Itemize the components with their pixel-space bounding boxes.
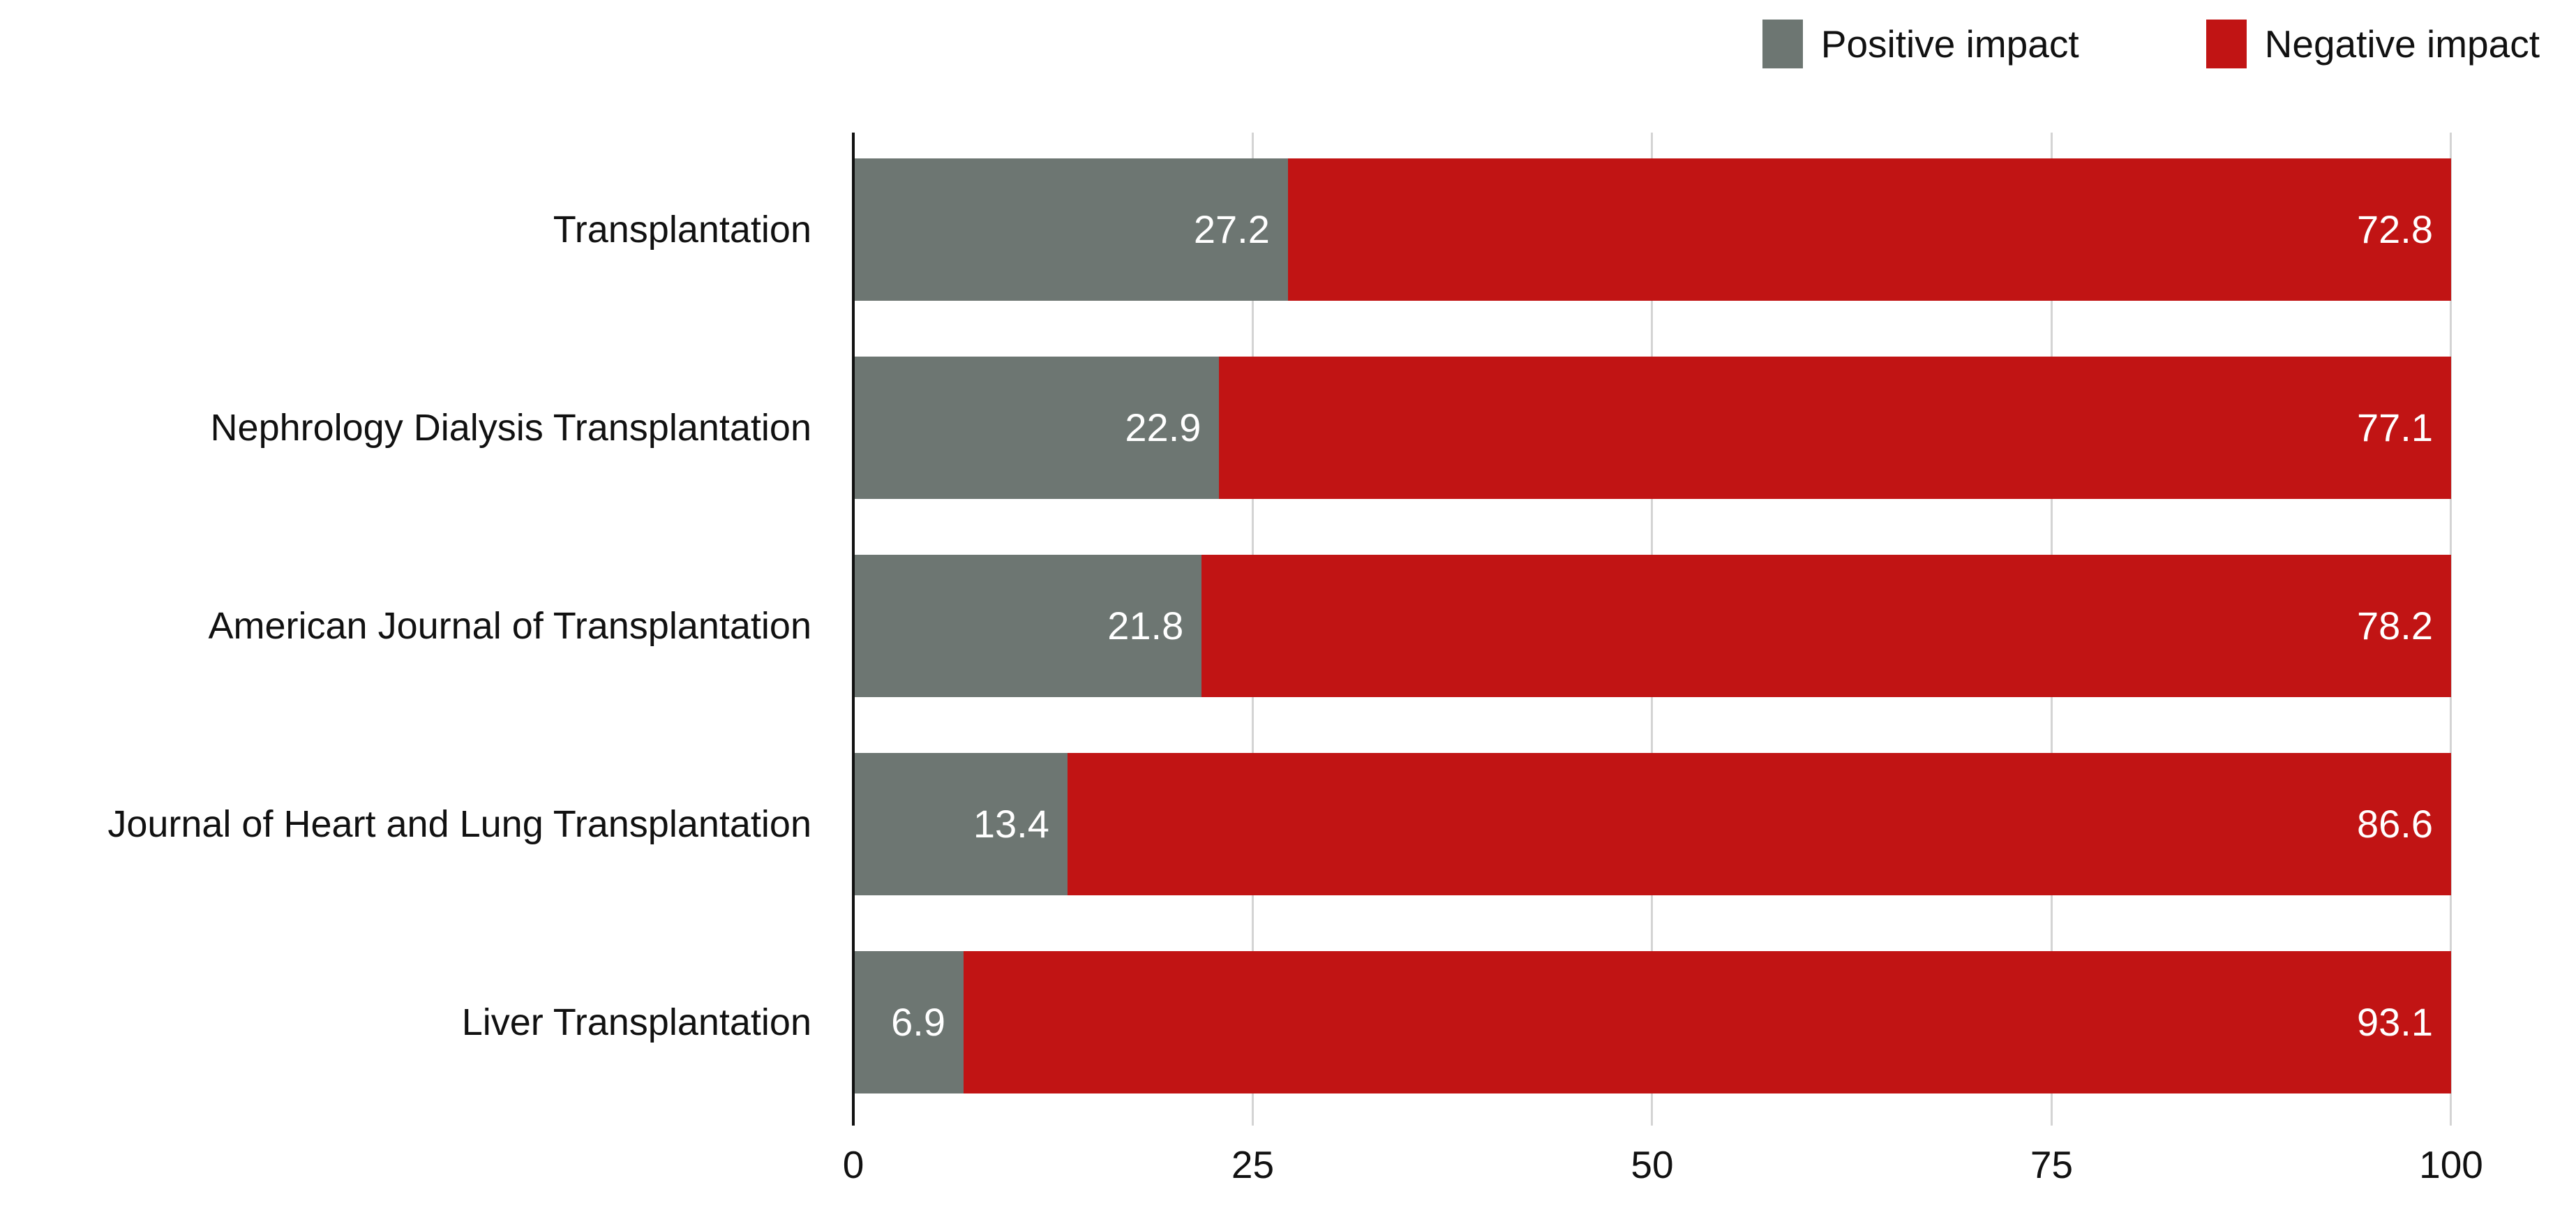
legend-swatch-icon [2206, 20, 2247, 68]
bar-value-label: 6.9 [891, 1000, 945, 1044]
negative-impact-segment: 93.1 [964, 951, 2451, 1093]
legend-item: Positive impact [1762, 20, 2079, 68]
negative-impact-segment: 86.6 [1067, 753, 2451, 895]
bar-value-label: 93.1 [2356, 1000, 2433, 1044]
negative-impact-segment: 72.8 [1287, 158, 2451, 301]
y-axis-line [852, 133, 855, 1126]
legend-label: Negative impact [2264, 22, 2540, 66]
bar-row: American Journal of Transplantation 21.8 7… [0, 555, 2576, 697]
legend-swatch-icon [1762, 20, 1803, 68]
positive-impact-segment: 27.2 [853, 158, 1288, 301]
bar-value-label: 22.9 [1125, 405, 1201, 449]
bar-row: Journal of Heart and Lung Transplantatio… [0, 753, 2576, 895]
x-tick-label: 100 [2419, 1143, 2483, 1186]
bar-track: 22.9 77.1 [853, 357, 2451, 499]
negative-impact-segment: 78.2 [1201, 555, 2451, 697]
bar-track: 27.2 72.8 [853, 158, 2451, 301]
category-label: Liver Transplantation [461, 1001, 811, 1043]
bar-value-label: 77.1 [2356, 405, 2433, 449]
x-tick-label: 25 [1231, 1143, 1275, 1186]
bar-row: Liver Transplantation 6.9 93.1 [0, 951, 2576, 1093]
x-tick-label: 0 [842, 1143, 864, 1186]
positive-impact-segment: 21.8 [853, 555, 1202, 697]
positive-impact-segment: 22.9 [853, 357, 1220, 499]
bar-row: Nephrology Dialysis Transplantation 22.9 7… [0, 357, 2576, 499]
bar-value-label: 72.8 [2356, 207, 2433, 251]
x-tick-label: 75 [2030, 1143, 2074, 1186]
negative-impact-segment: 77.1 [1219, 357, 2451, 499]
bar-track: 6.9 93.1 [853, 951, 2451, 1093]
bar-value-label: 78.2 [2356, 604, 2433, 648]
bar-track: 21.8 78.2 [853, 555, 2451, 697]
legend-item: Negative impact [2206, 20, 2540, 68]
positive-impact-segment: 13.4 [853, 753, 1068, 895]
bar-value-label: 21.8 [1107, 604, 1184, 648]
bar-value-label: 27.2 [1193, 207, 1270, 251]
legend: Positive impact Negative impact [1762, 20, 2540, 68]
category-label: American Journal of Transplantation [208, 605, 811, 647]
legend-label: Positive impact [1820, 22, 2079, 66]
bar-value-label: 86.6 [2356, 802, 2433, 846]
positive-impact-segment: 6.9 [853, 951, 964, 1093]
category-label: Journal of Heart and Lung Transplantatio… [107, 803, 811, 845]
bar-value-label: 13.4 [973, 802, 1049, 846]
bar-row: Transplantation 27.2 72.8 [0, 158, 2576, 301]
category-label: Nephrology Dialysis Transplantation [210, 407, 811, 449]
bar-track: 13.4 86.6 [853, 753, 2451, 895]
x-tick-label: 50 [1631, 1143, 1674, 1186]
category-label: Transplantation [553, 209, 811, 251]
